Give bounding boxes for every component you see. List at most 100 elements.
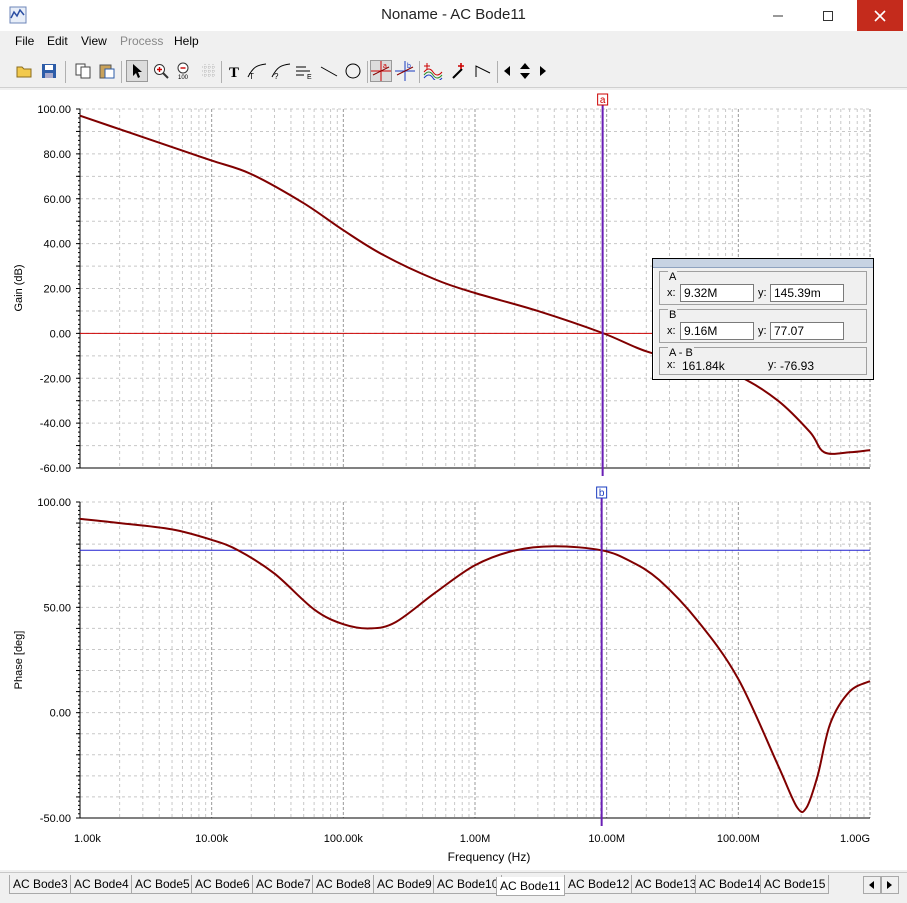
arrow-updown-icon <box>520 63 530 79</box>
select-arrow-icon <box>133 64 142 78</box>
cursor-readout-panel[interactable]: A x: 9.32M y: 145.39m B x: 9.16M y: 77.0… <box>652 258 874 380</box>
tab-ac-bode7[interactable]: AC Bode7 <box>252 875 315 894</box>
curve-label2-button[interactable]: ? <box>270 60 292 82</box>
slope-icon <box>475 65 491 77</box>
cursor-diff-group: A - B x: 161.84k y: -76.93 <box>659 347 867 375</box>
ellipse-button[interactable] <box>342 60 364 82</box>
save-button[interactable] <box>38 60 60 82</box>
x-tick-label: 1.00G <box>840 833 870 845</box>
line-icon <box>320 66 338 77</box>
tab-ac-bode14[interactable]: AC Bode14 <box>695 875 765 894</box>
tab-scroll-right-button[interactable] <box>881 876 899 894</box>
svg-text:100: 100 <box>178 75 189 80</box>
tab-scroll-left-icon <box>869 881 874 889</box>
x-tick-label: 10.00k <box>195 833 229 845</box>
y-tick-label: -50.00 <box>40 813 71 825</box>
zoom-in-icon <box>154 64 169 79</box>
slope-button[interactable] <box>472 60 494 82</box>
waveform-icon <box>423 63 443 80</box>
cursor-b-x-label: x: <box>667 325 676 337</box>
maximize-button[interactable] <box>811 0 845 31</box>
app-icon <box>9 6 27 24</box>
menu-help[interactable]: Help <box>174 34 199 48</box>
tab-ac-bode6[interactable]: AC Bode6 <box>191 875 254 894</box>
menu-view[interactable]: View <box>81 34 107 48</box>
y-tick-label: -60.00 <box>40 463 71 475</box>
grid-icon <box>202 64 216 78</box>
tab-ac-bode15[interactable]: AC Bode15 <box>760 875 830 894</box>
tab-ac-bode11[interactable]: AC Bode11 <box>496 877 565 896</box>
cursor-a-y-label: y: <box>758 287 767 299</box>
y-tick-label: -20.00 <box>40 373 71 385</box>
text-icon: T <box>229 65 239 79</box>
grid-button[interactable] <box>198 60 220 82</box>
tab-ac-bode13[interactable]: AC Bode13 <box>631 875 701 894</box>
menu-process[interactable]: Process <box>120 34 164 48</box>
menu-edit[interactable]: Edit <box>47 34 68 48</box>
cursor-b-button[interactable]: b <box>394 60 416 82</box>
panel-caption[interactable] <box>653 259 873 268</box>
waveform-button[interactable] <box>422 60 444 82</box>
cursor-b-y-field[interactable]: 77.07 <box>770 322 844 340</box>
x-tick-label: 100.00k <box>324 833 364 845</box>
cursor-a-x-field[interactable]: 9.32M <box>680 284 754 302</box>
toolbar-separator <box>65 61 66 83</box>
cursor-b-icon: b <box>395 61 415 81</box>
minimize-button[interactable] <box>761 0 795 31</box>
curve-label-icon: T <box>247 63 267 80</box>
copy-button[interactable] <box>72 60 94 82</box>
cursor-a-icon: a <box>371 61 391 81</box>
toolbar-separator <box>121 61 122 83</box>
cursor-b-y-label: y: <box>758 325 767 337</box>
tab-ac-bode10[interactable]: AC Bode10 <box>433 875 503 894</box>
close-icon <box>874 9 886 22</box>
curve-label-button[interactable]: T <box>246 60 268 82</box>
arrow-left-icon <box>504 66 510 76</box>
cursor-a-x-label: x: <box>667 287 676 299</box>
tab-ac-bode4[interactable]: AC Bode4 <box>70 875 133 894</box>
menu-file[interactable]: File <box>15 34 35 48</box>
y-tick-label: 0.00 <box>50 328 71 340</box>
maximize-icon <box>823 10 833 21</box>
tab-ac-bode12[interactable]: AC Bode12 <box>564 875 634 894</box>
minimize-icon <box>773 15 783 16</box>
text-button[interactable]: T <box>224 60 246 82</box>
cursor-a-title: A <box>668 271 678 283</box>
gain-plot[interactable]: 100.00 80.00 60.00 40.00 20.00 0.00 -20.00 -40.… <box>37 93 871 476</box>
marker-button[interactable] <box>448 60 470 82</box>
paste-icon <box>99 64 115 79</box>
x-tick-label: 100.00M <box>717 833 760 845</box>
bode-plots[interactable]: 100.00 80.00 60.00 40.00 20.00 0.00 -20.00 -40.… <box>0 90 907 870</box>
svg-text:T: T <box>249 72 254 80</box>
line-button[interactable] <box>318 60 340 82</box>
menu-bar: File Edit View Process Help <box>0 31 907 53</box>
select-arrow-button[interactable] <box>126 60 148 82</box>
open-button[interactable] <box>14 60 36 82</box>
arrow-left-button[interactable] <box>500 60 514 82</box>
zoom-in-button[interactable] <box>150 60 172 82</box>
zoom-100-button[interactable]: 100 <box>174 60 196 82</box>
gain-axis-label: Gain (dB) <box>13 264 25 311</box>
cursor-b-x-field[interactable]: 9.16M <box>680 322 754 340</box>
arrow-updown-button[interactable] <box>515 60 535 82</box>
close-button[interactable] <box>857 0 903 31</box>
tab-ac-bode9[interactable]: AC Bode9 <box>373 875 436 894</box>
cursor-b-marker <box>596 486 608 499</box>
y-tick-label: -40.00 <box>40 418 71 430</box>
phase-plot[interactable]: 100.00 50.00 0.00 -50.00 b 1.00k 10.00k 100.00k… <box>37 486 871 845</box>
arrow-right-button[interactable] <box>536 60 550 82</box>
tab-scroll-left-button[interactable] <box>863 876 881 894</box>
save-icon <box>42 64 56 78</box>
gain-curve <box>79 114 871 455</box>
toolbar-separator <box>221 61 222 83</box>
y-tick-label: 100.00 <box>37 497 71 509</box>
axis-label-button[interactable]: E <box>294 60 316 82</box>
cursor-a-button[interactable]: a <box>370 60 392 82</box>
tab-ac-bode3[interactable]: AC Bode3 <box>9 875 72 894</box>
tab-ac-bode5[interactable]: AC Bode5 <box>131 875 194 894</box>
cursor-a-y-field[interactable]: 145.39m <box>770 284 844 302</box>
tab-ac-bode8[interactable]: AC Bode8 <box>312 875 375 894</box>
paste-button[interactable] <box>96 60 118 82</box>
phase-axis-label: Phase [deg] <box>13 631 25 690</box>
y-tick-label: 100.00 <box>37 104 71 116</box>
